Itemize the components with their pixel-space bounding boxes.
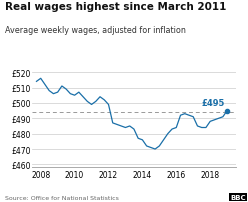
Text: Average weekly wages, adjusted for inflation: Average weekly wages, adjusted for infla… xyxy=(5,26,186,35)
Text: Real wages highest since March 2011: Real wages highest since March 2011 xyxy=(5,2,226,12)
Text: £495: £495 xyxy=(201,98,225,107)
Text: BBC: BBC xyxy=(230,194,246,200)
Text: Source: Office for National Statistics: Source: Office for National Statistics xyxy=(5,195,119,200)
